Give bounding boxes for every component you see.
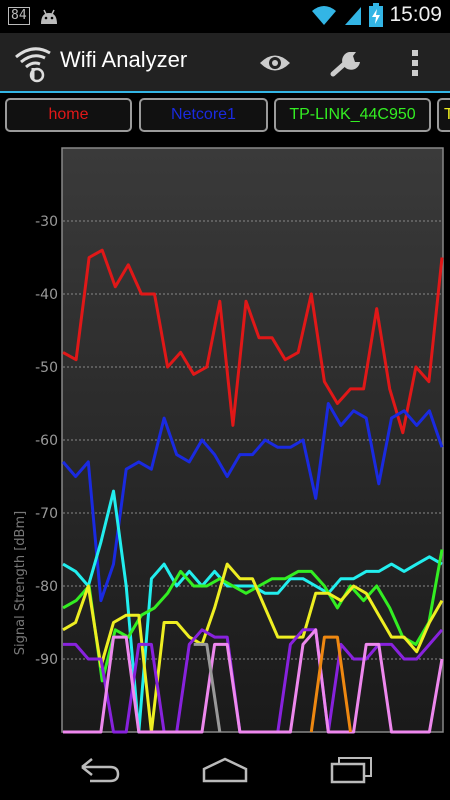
navigation-bar xyxy=(0,738,450,800)
android-icon[interactable] xyxy=(38,7,60,25)
tab-netcore1[interactable]: Netcore1 xyxy=(139,98,268,132)
home-button[interactable] xyxy=(195,750,255,790)
tab-partial-label: T xyxy=(444,106,450,124)
tab-home[interactable]: home xyxy=(5,98,132,132)
y-tick-label: -50 xyxy=(35,360,58,376)
tab-partial[interactable]: T xyxy=(437,98,450,132)
overflow-menu-icon[interactable] xyxy=(395,43,435,83)
y-tick-labels: -30 -40 -50 -60 -70 -80 -90 xyxy=(35,214,58,668)
recent-apps-button[interactable] xyxy=(322,750,382,790)
wifi-signal-icon xyxy=(312,6,337,25)
recent-apps-icon xyxy=(330,757,372,784)
y-axis-label: Signal Strength [dBm] xyxy=(13,511,28,655)
battery-charging-icon xyxy=(369,3,384,27)
app-title: Wifi Analyzer xyxy=(60,47,188,72)
series-line-7 xyxy=(193,642,222,733)
y-tick-label: -90 xyxy=(35,652,58,668)
back-icon xyxy=(81,758,120,783)
status-bar: 84 15:09 xyxy=(0,0,450,33)
wifi-analyzer-app-icon[interactable] xyxy=(12,39,54,83)
cell-signal-icon xyxy=(345,7,362,25)
clock: 15:09 xyxy=(389,3,442,26)
y-tick-label: -80 xyxy=(35,579,58,595)
eye-icon[interactable] xyxy=(255,43,295,83)
y-tick-label: -40 xyxy=(35,287,58,303)
home-icon xyxy=(202,757,248,783)
signal-graph: -30 -40 -50 -60 -70 -80 -90 Signal Strength [d… xyxy=(0,143,450,738)
network-tabs: home Netcore1 TP-LINK_44C950 T xyxy=(0,93,450,143)
wrench-icon[interactable] xyxy=(326,43,366,83)
series-line-0 xyxy=(62,248,444,435)
series-line-6 xyxy=(63,628,444,734)
series-lines xyxy=(61,248,444,734)
tab-tp-link-label: TP-LINK_44C950 xyxy=(289,106,416,123)
notification-badge-icon[interactable]: 84 xyxy=(8,7,30,25)
y-tick-label: -60 xyxy=(35,433,58,449)
y-tick-label: -70 xyxy=(35,506,58,522)
tab-netcore1-label: Netcore1 xyxy=(171,106,236,123)
series-line-2 xyxy=(62,489,443,734)
series-line-4 xyxy=(62,562,444,734)
y-tick-label: -30 xyxy=(35,214,58,230)
tab-home-label: home xyxy=(48,106,89,123)
series-line-8 xyxy=(309,635,352,733)
series-line-1 xyxy=(61,402,444,603)
action-bar: Wifi Analyzer xyxy=(0,33,450,91)
action-bar-divider xyxy=(0,91,450,93)
back-button[interactable] xyxy=(70,750,130,790)
signal-strength-chart: -30 -40 -50 -60 -70 -80 -90 Signal Strength [d… xyxy=(13,147,444,734)
tab-tp-link-44c950[interactable]: TP-LINK_44C950 xyxy=(274,98,431,132)
